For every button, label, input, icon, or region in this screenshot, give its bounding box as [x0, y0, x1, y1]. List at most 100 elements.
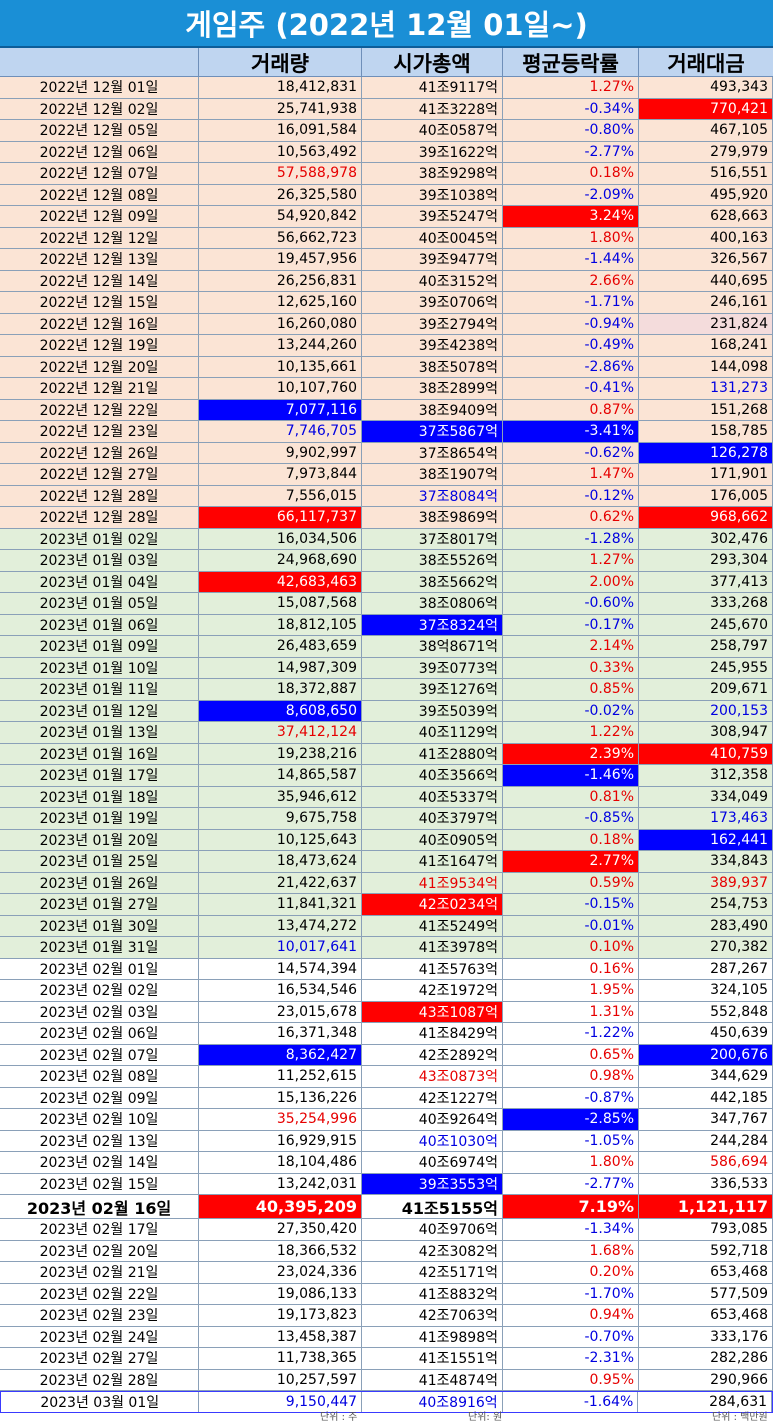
cell-trade-amount: 284,631 — [638, 1392, 773, 1412]
cell-market-cap: 39조5039억 — [362, 700, 503, 721]
cell-date: 2023년 01월 16일 — [0, 743, 199, 764]
cell-volume: 18,412,831 — [199, 77, 362, 98]
cell-market-cap: 39조1622억 — [362, 141, 503, 162]
cell-trade-amount: 410,759 — [639, 743, 773, 764]
cell-market-cap: 40조9264억 — [362, 1109, 503, 1130]
cell-date: 2023년 02월 24일 — [0, 1326, 199, 1347]
cell-volume: 15,136,226 — [199, 1087, 362, 1108]
cell-avg-change: 2.77% — [503, 851, 639, 872]
cell-market-cap: 40조1129억 — [362, 722, 503, 743]
cell-volume: 54,920,842 — [199, 206, 362, 227]
cell-avg-change: -0.85% — [503, 808, 639, 829]
unit-trade-amount: 단위 : 백만원 — [712, 1412, 768, 1423]
table-row: 2022년 12월 13일 19,457,956 39조9477억 -1.44% 326… — [0, 249, 773, 271]
cell-avg-change: 2.66% — [503, 270, 639, 291]
cell-trade-amount: 400,163 — [639, 227, 773, 248]
table-row: 2022년 12월 08일 26,325,580 39조1038억 -2.09% 495… — [0, 184, 773, 206]
cell-volume: 37,412,124 — [199, 722, 362, 743]
cell-date: 2023년 01월 12일 — [0, 700, 199, 721]
cell-market-cap: 39조1276억 — [362, 679, 503, 700]
table-row: 2022년 12월 01일 18,412,831 41조9117억 1.27% 493,… — [0, 77, 773, 99]
cell-market-cap: 37조5867억 — [362, 421, 503, 442]
table-row: 2023년 02월 06일 16,371,348 41조8429억 -1.22% 450… — [0, 1023, 773, 1045]
table-row: 2023년 02월 23일 19,173,823 42조7063억 0.94% 653,… — [0, 1305, 773, 1327]
table-row: 2022년 12월 15일 12,625,160 39조0706억 -1.71% 246… — [0, 292, 773, 314]
cell-trade-amount: 968,662 — [639, 507, 773, 528]
cell-market-cap: 41조5249억 — [362, 915, 503, 936]
cell-date: 2023년 01월 27일 — [0, 894, 199, 915]
cell-avg-change: 0.85% — [503, 679, 639, 700]
cell-trade-amount: 126,278 — [639, 442, 773, 463]
table-row: 2023년 02월 01일 14,574,394 41조5763억 0.16% 287,… — [0, 958, 773, 980]
table-row: 2023년 01월 18일 35,946,612 40조5337억 0.81% 334,… — [0, 786, 773, 808]
cell-volume: 10,135,661 — [199, 356, 362, 377]
table-row: 2023년 02월 17일 27,350,420 40조9706억 -1.34% 793… — [0, 1219, 773, 1241]
cell-market-cap: 38조0806억 — [362, 593, 503, 614]
cell-market-cap: 39조3553억 — [362, 1173, 503, 1194]
cell-market-cap: 39조2794억 — [362, 313, 503, 334]
cell-volume: 18,104,486 — [199, 1152, 362, 1173]
cell-market-cap: 39조0773억 — [362, 657, 503, 678]
cell-trade-amount: 158,785 — [639, 421, 773, 442]
cell-market-cap: 40조6974억 — [362, 1152, 503, 1173]
cell-trade-amount: 231,824 — [639, 313, 773, 334]
cell-market-cap: 37조8654억 — [362, 442, 503, 463]
cell-volume: 7,077,116 — [199, 399, 362, 420]
table-row: 2022년 12월 09일 54,920,842 39조5247억 3.24% 628,… — [0, 206, 773, 228]
cell-trade-amount: 246,161 — [639, 292, 773, 313]
cell-avg-change: -2.77% — [503, 141, 639, 162]
table-row: 2023년 01월 27일 11,841,321 42조0234억 -0.15% 254… — [0, 894, 773, 916]
cell-date: 2022년 12월 15일 — [0, 292, 199, 313]
cell-market-cap: 43조0873억 — [362, 1066, 503, 1087]
cell-date: 2023년 02월 14일 — [0, 1152, 199, 1173]
cell-market-cap: 38조9409억 — [362, 399, 503, 420]
table-row: 2023년 02월 08일 11,252,615 43조0873억 0.98% 344,… — [0, 1066, 773, 1088]
cell-date: 2023년 01월 13일 — [0, 722, 199, 743]
cell-trade-amount: 493,343 — [639, 77, 773, 98]
table-row: 2022년 12월 12일 56,662,723 40조0045억 1.80% 400,… — [0, 227, 773, 249]
table-row: 2023년 01월 10일 14,987,309 39조0773억 0.33% 245,… — [0, 657, 773, 679]
cell-trade-amount: 270,382 — [639, 937, 773, 958]
cell-volume: 26,483,659 — [199, 636, 362, 657]
cell-date: 2023년 01월 31일 — [0, 937, 199, 958]
cell-avg-change: -0.02% — [503, 700, 639, 721]
cell-avg-change: -2.09% — [503, 184, 639, 205]
cell-volume: 14,574,394 — [199, 958, 362, 979]
cell-avg-change: 0.59% — [503, 872, 639, 893]
cell-avg-change: -0.41% — [503, 378, 639, 399]
cell-volume: 16,091,584 — [199, 120, 362, 141]
cell-volume: 24,968,690 — [199, 550, 362, 571]
cell-date: 2023년 03월 01일 — [1, 1392, 200, 1412]
cell-volume: 7,973,844 — [199, 464, 362, 485]
cell-date: 2023년 02월 17일 — [0, 1219, 199, 1240]
cell-volume: 26,256,831 — [199, 270, 362, 291]
cell-volume: 13,242,031 — [199, 1173, 362, 1194]
cell-volume: 9,150,447 — [199, 1392, 363, 1412]
table-row: 2022년 12월 14일 26,256,831 40조3152억 2.66% 440,… — [0, 270, 773, 292]
table-row: 2022년 12월 20일 10,135,661 38조5078억 -2.86% 144… — [0, 356, 773, 378]
cell-date: 2022년 12월 28일 — [0, 507, 199, 528]
cell-avg-change: -1.22% — [503, 1023, 639, 1044]
cell-trade-amount: 552,848 — [639, 1001, 773, 1022]
cell-market-cap: 41조8429억 — [362, 1023, 503, 1044]
cell-avg-change: 0.95% — [503, 1369, 639, 1390]
cell-volume: 21,422,637 — [199, 872, 362, 893]
cell-market-cap: 38조1907억 — [362, 464, 503, 485]
cell-market-cap: 37조8017억 — [362, 528, 503, 549]
cell-market-cap: 38조9869억 — [362, 507, 503, 528]
table-row: 2022년 12월 22일 7,077,116 38조9409억 0.87% 151,2… — [0, 399, 773, 421]
cell-avg-change: 0.10% — [503, 937, 639, 958]
cell-date: 2023년 02월 13일 — [0, 1130, 199, 1151]
cell-trade-amount: 516,551 — [639, 163, 773, 184]
cell-trade-amount: 144,098 — [639, 356, 773, 377]
table-row: 2023년 02월 24일 13,458,387 41조9898억 -0.70% 333… — [0, 1326, 773, 1348]
cell-avg-change: 0.20% — [503, 1262, 639, 1283]
cell-volume: 13,474,272 — [199, 915, 362, 936]
cell-market-cap: 38조5526억 — [362, 550, 503, 571]
table-row: 2023년 02월 15일 13,242,031 39조3553억 -2.77% 336… — [0, 1173, 773, 1195]
cell-trade-amount: 326,567 — [639, 249, 773, 270]
cell-volume: 7,746,705 — [199, 421, 362, 442]
cell-volume: 8,362,427 — [199, 1044, 362, 1065]
cell-volume: 66,117,737 — [199, 507, 362, 528]
cell-market-cap: 38조5078억 — [362, 356, 503, 377]
